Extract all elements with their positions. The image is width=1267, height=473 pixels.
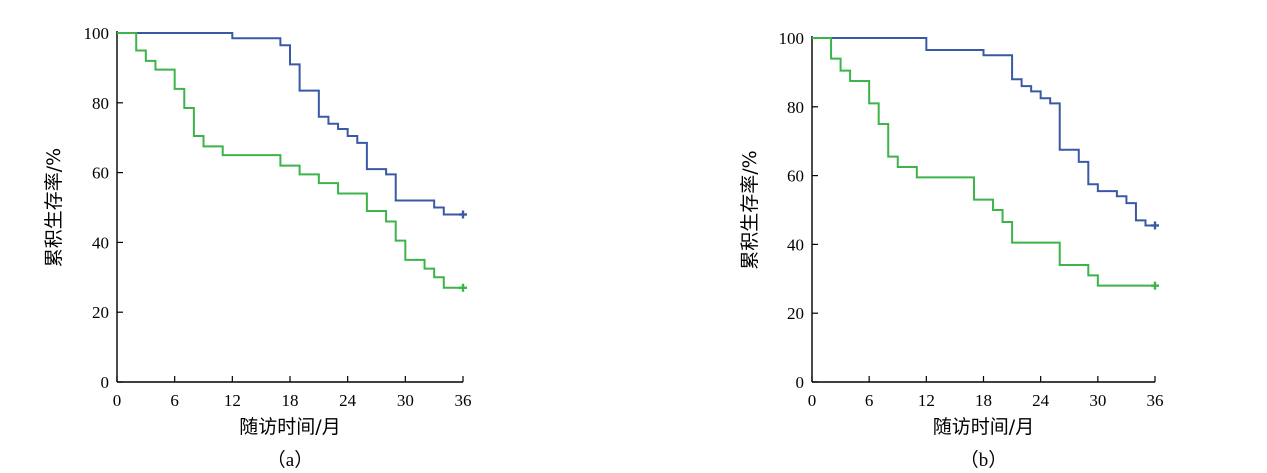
survival-curve-1 [812,37,1155,227]
y-tick-label: 80 [787,98,804,117]
panel-caption: （b） [960,449,1008,471]
chart-panel-a: 0 20 40 60 80 100 0 6 12 18 24 30 36 随访时间/月 累积生存率/% （a） [43,24,472,471]
x-tick-label: 6 [170,391,179,410]
chart-panel-b: 0 20 40 60 80 100 0 6 12 18 24 30 36 随访时间/月 累积生存率/% （b） [739,29,1164,471]
censor-marker [459,210,467,219]
x-tick-label: 12 [224,391,241,410]
y-tick-label: 20 [92,303,109,322]
y-axis-label: 累积生存率/% [43,148,65,267]
y-axis-label: 累积生存率/% [739,150,761,269]
x-tick-label: 24 [1032,391,1050,410]
x-tick-label: 36 [1147,391,1164,410]
censor-marker [459,283,467,292]
y-tick-label: 0 [101,373,110,392]
survival-curve-2 [117,32,463,289]
y-tick-label: 60 [92,164,109,183]
x-tick-label: 6 [865,391,874,410]
x-tick-label: 0 [808,391,817,410]
survival-curve-2 [812,37,1155,287]
y-tick-label: 40 [92,233,109,252]
x-tick-label: 18 [975,391,992,410]
x-axis-label: 随访时间/月 [239,416,340,438]
x-tick-label: 24 [339,391,357,410]
x-tick-label: 30 [1089,391,1106,410]
y-tick-label: 20 [787,304,804,323]
survival-curve-1 [117,32,463,216]
y-tick-label: 80 [92,94,109,113]
panel-caption: （a） [267,449,313,471]
y-tick-label: 100 [779,29,805,48]
x-tick-label: 18 [282,391,299,410]
y-tick-label: 0 [796,373,805,392]
x-tick-label: 12 [918,391,935,410]
x-tick-label: 30 [397,391,414,410]
censor-marker [1151,221,1159,230]
y-tick-label: 60 [787,167,804,186]
y-tick-label: 40 [787,235,804,254]
x-tick-label: 0 [113,391,122,410]
censor-marker [1151,281,1159,290]
y-tick-label: 100 [84,24,110,43]
x-tick-label: 36 [455,391,472,410]
x-axis-label: 随访时间/月 [933,416,1034,438]
